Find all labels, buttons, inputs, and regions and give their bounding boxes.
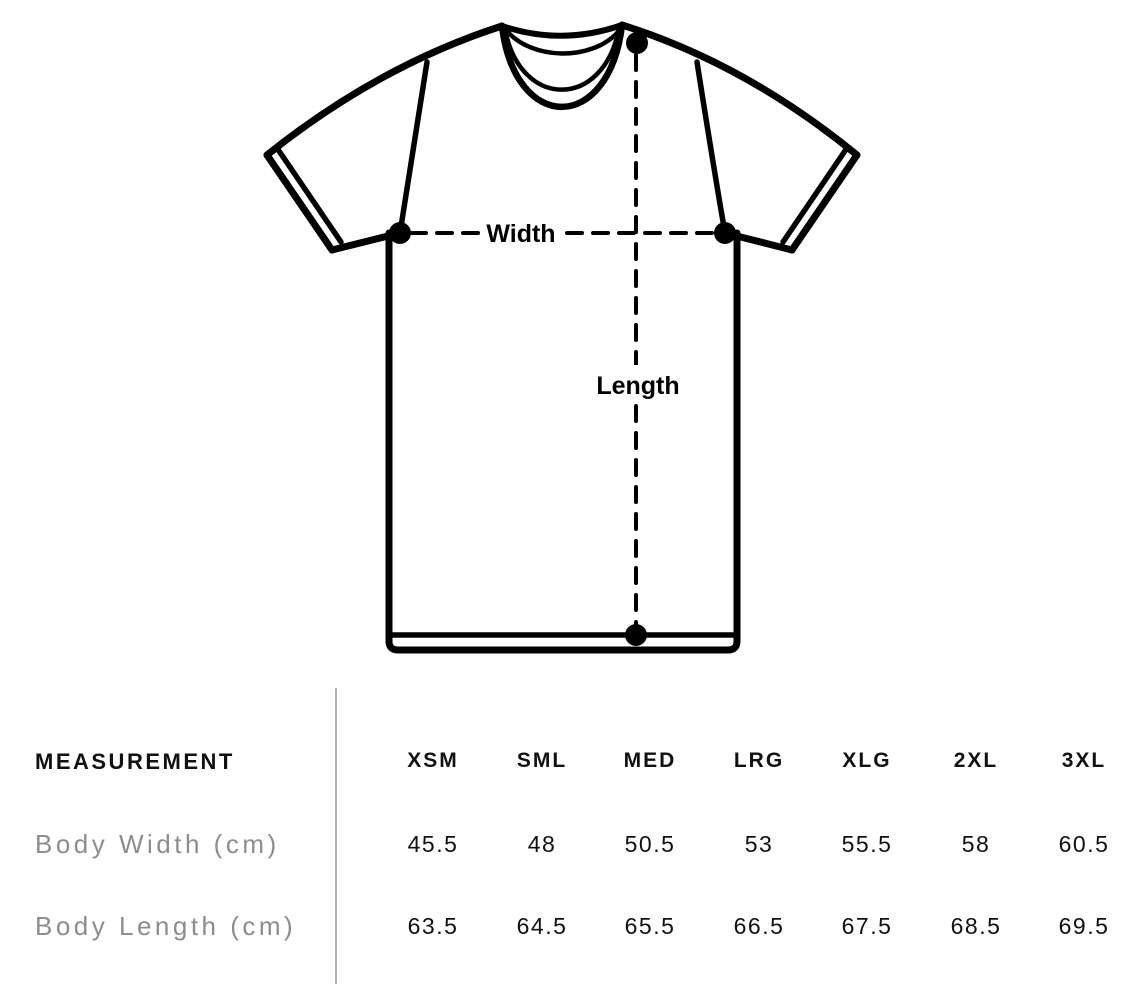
table-divider-line — [335, 688, 337, 984]
body-length-value-lrg: 66.5 — [733, 913, 785, 939]
tshirt-left-shoulder-line — [263, 22, 506, 159]
row-label-body-width: Body Width (cm) — [35, 829, 280, 859]
tshirt-right-armhole-seam — [694, 59, 728, 236]
size-column-header-2xl: 2XL — [953, 749, 999, 772]
tshirt-right-cuff-seam — [780, 145, 850, 245]
body-width-value-med: 50.5 — [624, 831, 676, 857]
body-length-value-2xl: 68.5 — [950, 913, 1002, 939]
body-length-value-xlg: 67.5 — [841, 913, 893, 939]
body-width-value-3xl: 60.5 — [1058, 831, 1110, 857]
tshirt-left-armhole-seam — [397, 59, 430, 236]
tshirt-collar-inner-edge — [502, 25, 622, 92]
measurement-column-header: MEASUREMENT — [35, 749, 235, 774]
body-width-value-sml: 48 — [527, 831, 557, 857]
right-armpit-dot — [714, 222, 736, 244]
body-width-value-xlg: 55.5 — [841, 831, 893, 857]
tshirt-left-cuff-edge — [263, 151, 336, 254]
tshirt-diagram: Width Length — [263, 21, 861, 654]
row-label-body-length: Body Length (cm) — [35, 911, 297, 941]
length-label: Length — [596, 372, 679, 400]
size-column-header-3xl: 3XL — [1061, 749, 1107, 772]
body-length-value-3xl: 69.5 — [1058, 913, 1110, 939]
width-label: Width — [486, 220, 555, 248]
size-column-header-xsm: XSM — [407, 749, 459, 772]
length-label-backing — [592, 365, 684, 403]
body-width-value-lrg: 53 — [744, 831, 774, 857]
tshirt-collar-back-seam — [503, 27, 621, 56]
tshirt-left-cuff-seam — [274, 145, 344, 245]
size-column-header-xlg: XLG — [842, 749, 892, 772]
left-armpit-dot — [389, 222, 411, 244]
size-column-header-sml: SML — [516, 749, 568, 772]
body-width-value-xsm: 45.5 — [407, 831, 459, 857]
body-length-value-sml: 64.5 — [516, 913, 568, 939]
tshirt-body-outline — [385, 229, 741, 654]
body-width-value-2xl: 58 — [961, 831, 991, 857]
width-label-backing — [481, 216, 561, 248]
tshirt-right-shoulder-line — [618, 21, 861, 159]
size-column-header-med: MED — [623, 749, 677, 772]
tshirt-collar-outer-edge — [498, 21, 626, 111]
body-length-value-med: 65.5 — [624, 913, 676, 939]
body-length-value-xsm: 63.5 — [407, 913, 459, 939]
shoulder-neck-dot — [626, 32, 648, 54]
hem-center-dot — [625, 624, 647, 646]
tshirt-right-cuff-edge — [788, 151, 861, 254]
size-column-header-lrg: LRG — [733, 749, 785, 772]
tshirt-collar-top-curve — [499, 22, 625, 39]
